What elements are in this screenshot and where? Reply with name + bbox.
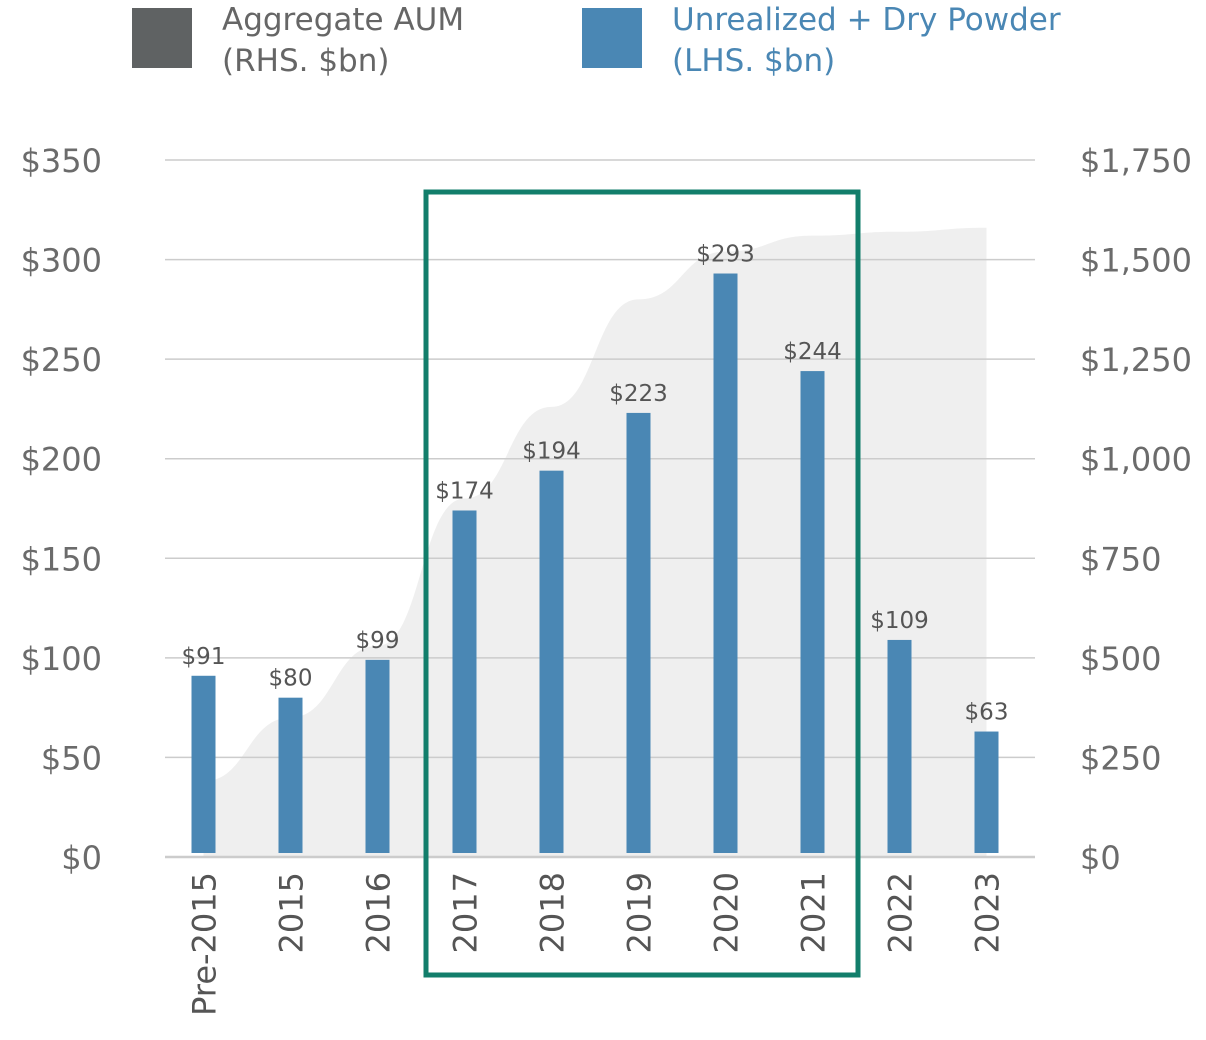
bar-data-label: $223 <box>609 381 668 407</box>
x-tick-label: 2019 <box>621 872 659 953</box>
y-tick-right: $1,250 <box>1080 341 1192 379</box>
y-tick-right: $500 <box>1080 640 1161 678</box>
legend-label-aum: Aggregate AUM (RHS. $bn) <box>222 0 464 82</box>
bar-data-label: $244 <box>783 339 842 365</box>
legend-aum-line2: (RHS. $bn) <box>222 43 390 79</box>
x-tick-label: 2023 <box>969 872 1007 953</box>
legend-label-unrealized: Unrealized + Dry Powder (LHS. $bn) <box>672 0 1061 82</box>
x-tick-label: 2017 <box>447 872 485 953</box>
legend-swatch-aum <box>132 8 192 68</box>
y-tick-left: $150 <box>21 540 102 578</box>
bar <box>191 675 216 853</box>
y-tick-right: $750 <box>1080 540 1161 578</box>
x-tick-label: 2022 <box>882 872 920 953</box>
y-tick-left: $250 <box>21 341 102 379</box>
x-tick-label: 2020 <box>708 872 746 953</box>
y-tick-left: $300 <box>21 242 102 280</box>
legend-unrealized: Unrealized + Dry Powder (LHS. $bn) <box>582 0 1061 82</box>
y-tick-left: $0 <box>61 839 102 877</box>
bar-data-label: $194 <box>522 439 581 465</box>
y-tick-left: $350 <box>21 142 102 180</box>
legend-aggregate-aum: Aggregate AUM (RHS. $bn) <box>132 0 464 82</box>
bar <box>452 510 477 853</box>
bar <box>365 659 390 853</box>
y-tick-left: $50 <box>41 739 102 777</box>
legend-unrealized-line1: Unrealized + Dry Powder <box>672 2 1061 38</box>
bar <box>974 731 999 853</box>
y-tick-right: $1,500 <box>1080 242 1192 280</box>
bar <box>887 639 912 853</box>
legend-swatch-unrealized <box>582 8 642 68</box>
bar-data-label: $174 <box>435 478 494 504</box>
bar <box>713 273 738 853</box>
x-tick-label: 2015 <box>273 872 311 953</box>
bar-data-label: $99 <box>356 628 400 654</box>
y-tick-right: $250 <box>1080 739 1161 777</box>
x-tick-label: 2018 <box>534 872 572 953</box>
y-tick-right: $0 <box>1080 839 1121 877</box>
bar <box>539 470 564 853</box>
bar-data-label: $80 <box>269 666 313 692</box>
aum-area <box>203 227 987 858</box>
x-tick-label: Pre-2015 <box>186 872 224 1016</box>
x-tick-label: 2021 <box>795 872 833 953</box>
y-tick-left: $100 <box>21 640 102 678</box>
y-tick-right: $1,000 <box>1080 441 1192 479</box>
bar <box>800 371 825 853</box>
legend-unrealized-line2: (LHS. $bn) <box>672 43 836 79</box>
legend-aum-line1: Aggregate AUM <box>222 2 465 38</box>
x-tick-label: 2016 <box>360 872 398 953</box>
bar-data-label: $293 <box>696 242 755 268</box>
y-tick-right: $1,750 <box>1080 142 1192 180</box>
bar-data-label: $91 <box>182 644 226 670</box>
y-tick-left: $200 <box>21 441 102 479</box>
bar-data-label: $63 <box>965 700 1009 726</box>
bar <box>278 697 303 853</box>
bar-data-label: $109 <box>870 608 929 634</box>
highlight-box <box>423 189 861 978</box>
bar <box>626 412 651 853</box>
